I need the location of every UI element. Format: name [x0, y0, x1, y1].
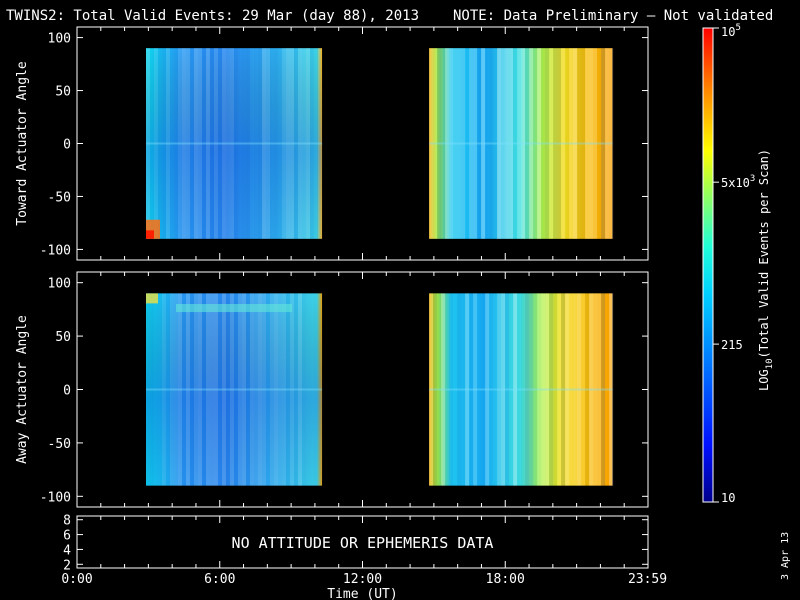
x-tick-label: 18:00	[486, 572, 525, 587]
x-tick-label: 23:59	[628, 572, 667, 587]
x-tick-label: 12:00	[343, 572, 382, 587]
colorbar-scale	[702, 27, 714, 503]
svg-text:LOG10(Total Valid Events per S: LOG10(Total Valid Events per Scan)	[757, 149, 775, 391]
y-tick-label: 100	[48, 277, 71, 292]
y-tick-label: -50	[48, 190, 71, 205]
y-tick-label: -100	[40, 490, 71, 505]
y-tick-label: 6	[63, 529, 71, 544]
colorbar-tick-label: 215	[721, 338, 743, 352]
footer-date: 3 Apr 13	[780, 532, 791, 580]
heatmap-block-1	[145, 48, 323, 239]
y-tick-label: -100	[40, 243, 71, 258]
heatmap-block-2	[429, 48, 614, 239]
y-tick-label: 100	[48, 32, 71, 47]
panel-middle: 100 50 0 -50 -100 Away Actuator Angle	[15, 271, 649, 508]
panel-top: 100 50 0 -50 -100 Toward Actuator Angle	[15, 26, 649, 261]
y-tick-label: 0	[63, 384, 71, 399]
heatmap-block-1	[145, 293, 323, 486]
y-axis-label: Away Actuator Angle	[15, 315, 30, 464]
x-tick-label: 0:00	[61, 572, 92, 587]
y-tick-label: 0	[63, 138, 71, 153]
y-tick-label: 8	[63, 514, 71, 529]
y-axis-label: Toward Actuator Angle	[15, 61, 30, 226]
y-tick-label: 2	[63, 558, 71, 573]
colorbar-tick-label: 105	[721, 23, 741, 39]
preliminary-note: NOTE: Data Preliminary — Not validated	[453, 8, 773, 24]
y-tick-label: -50	[48, 437, 71, 452]
plot-title: TWINS2: Total Valid Events: 29 Mar (day …	[6, 8, 419, 24]
no-data-message: NO ATTITUDE OR EPHEMERIS DATA	[232, 534, 494, 552]
y-tick-label: 50	[55, 85, 71, 100]
y-tick-label: 4	[63, 543, 71, 558]
colorbar: 105 5x103 215 10 LOG10(Total Valid Events p…	[702, 23, 775, 505]
y-tick-label: 50	[55, 330, 71, 345]
heatmap-block-2	[429, 293, 614, 486]
colorbar-tick-label: 5x103	[721, 174, 755, 190]
colorbar-label: LOG10(Total Valid Events per Scan)	[757, 149, 775, 391]
x-axis-label: Time (UT)	[327, 587, 397, 600]
x-tick-label: 6:00	[204, 572, 235, 587]
colorbar-tick-label: 10	[721, 491, 735, 505]
